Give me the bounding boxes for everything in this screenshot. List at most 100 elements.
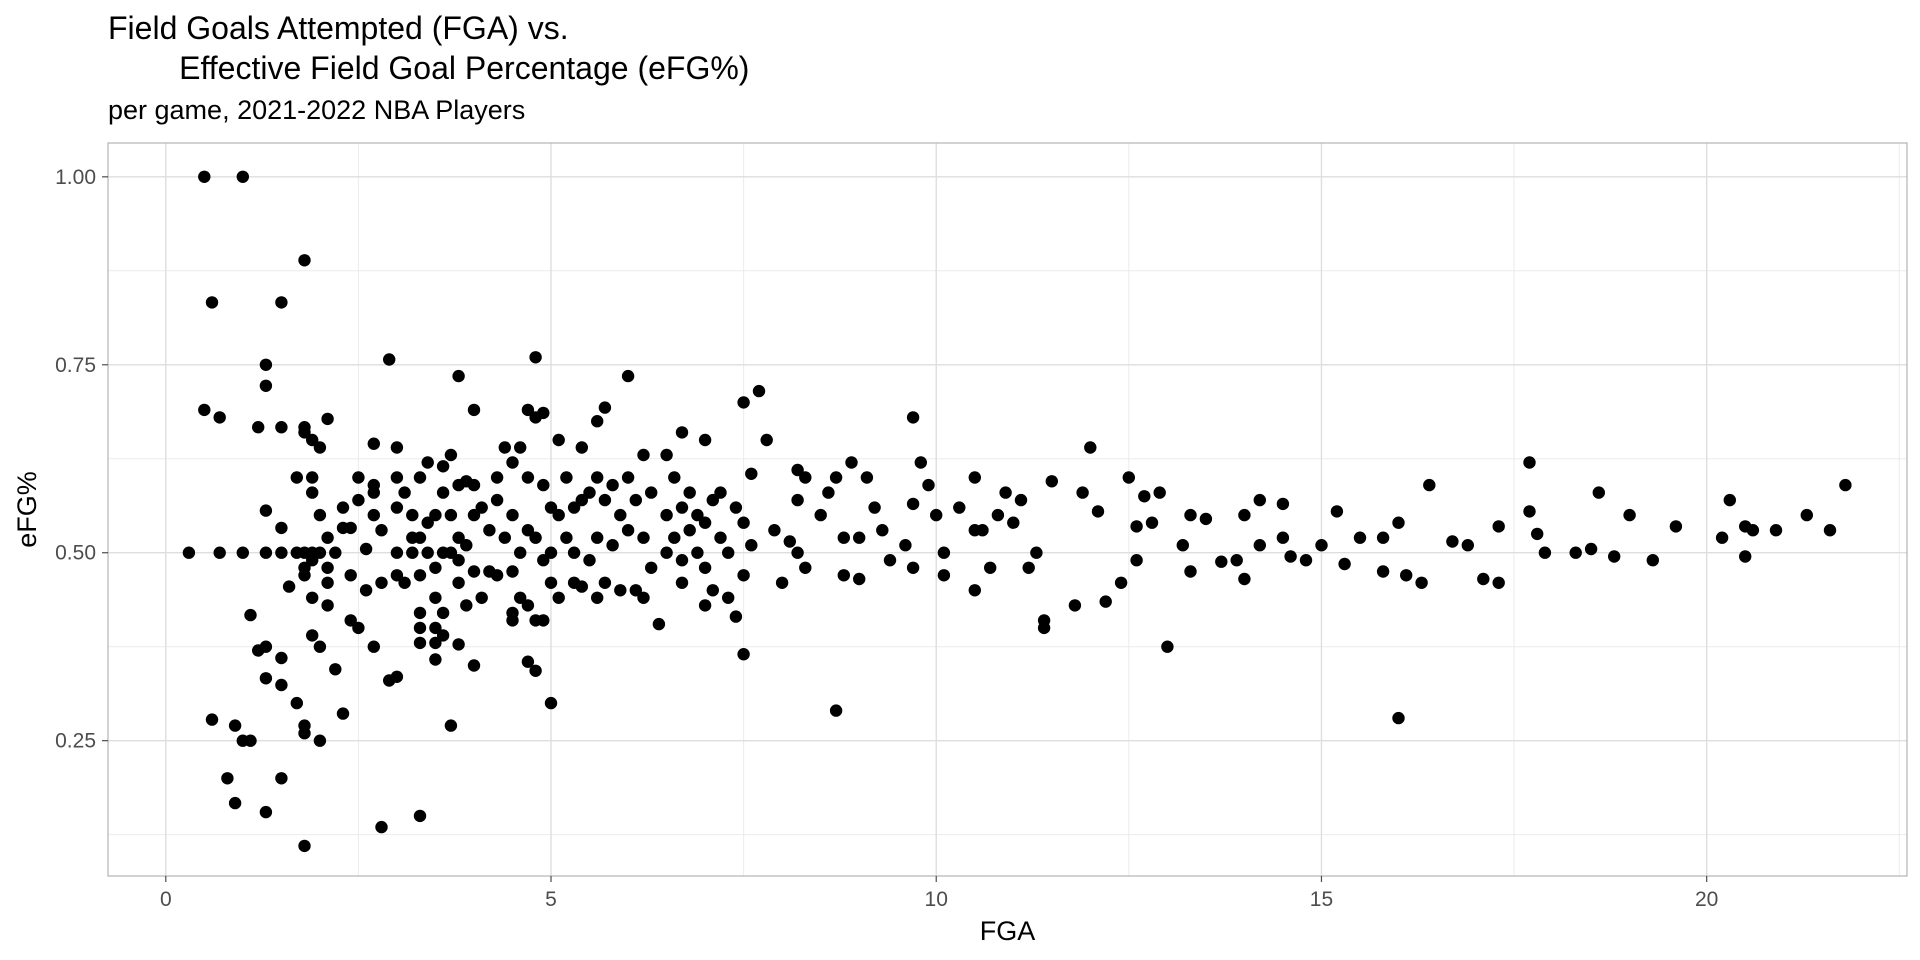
y-tick-label: 0.50 <box>55 542 96 565</box>
data-point <box>745 539 758 552</box>
data-point <box>298 569 311 582</box>
data-point <box>413 471 427 484</box>
data-point <box>244 608 257 622</box>
data-point <box>621 524 635 537</box>
data-point <box>675 426 689 439</box>
data-point <box>506 456 519 469</box>
data-point <box>444 546 458 559</box>
data-point <box>876 524 889 537</box>
data-point <box>1592 486 1606 499</box>
x-tick-label: 0 <box>160 888 172 911</box>
data-point <box>953 501 966 514</box>
data-point <box>336 501 350 514</box>
data-point <box>791 546 804 559</box>
data-point <box>714 531 727 544</box>
data-point <box>444 508 458 522</box>
data-point <box>514 441 527 454</box>
data-point <box>506 614 519 627</box>
data-point <box>652 617 666 631</box>
data-point <box>367 486 380 499</box>
data-point <box>490 471 504 484</box>
data-point <box>783 535 796 548</box>
data-point <box>336 707 350 720</box>
data-point <box>537 614 550 627</box>
data-point <box>475 501 488 514</box>
data-point <box>822 486 835 499</box>
data-point <box>984 561 997 574</box>
data-point <box>621 369 635 383</box>
data-point <box>544 501 558 514</box>
data-point <box>829 704 843 717</box>
data-point <box>321 531 334 544</box>
data-point <box>683 524 696 537</box>
data-point <box>306 433 319 447</box>
x-axis-title: FGA <box>980 916 1036 946</box>
data-point <box>1330 505 1344 518</box>
data-point <box>1091 505 1105 518</box>
data-point <box>698 561 712 574</box>
data-point <box>398 576 411 589</box>
data-point <box>775 576 789 589</box>
data-point <box>313 546 327 559</box>
data-point <box>1199 512 1213 526</box>
data-point <box>1253 539 1267 552</box>
data-point <box>444 719 458 732</box>
data-point <box>1284 550 1297 563</box>
data-point <box>837 569 850 582</box>
data-point <box>490 569 504 582</box>
data-point <box>321 576 334 589</box>
data-point <box>591 531 604 544</box>
data-point <box>483 524 496 537</box>
data-point <box>560 471 573 484</box>
data-point <box>1623 508 1636 522</box>
data-point <box>429 636 442 650</box>
data-point <box>1746 524 1760 537</box>
data-point <box>313 508 327 522</box>
data-point <box>421 516 434 529</box>
data-point <box>275 296 288 309</box>
data-point <box>1037 621 1051 635</box>
data-point <box>275 521 288 535</box>
data-point <box>1030 546 1043 559</box>
data-point <box>1238 508 1251 522</box>
data-point <box>1130 520 1143 533</box>
data-point <box>1392 711 1405 725</box>
data-point <box>529 664 542 677</box>
data-point <box>544 696 558 710</box>
data-point <box>606 539 619 552</box>
data-point <box>729 610 743 623</box>
data-point <box>452 554 465 567</box>
data-point <box>606 478 619 492</box>
data-point <box>1839 478 1852 492</box>
data-point <box>598 493 612 507</box>
data-point <box>968 584 981 597</box>
data-point <box>198 170 211 183</box>
data-point <box>1007 516 1020 529</box>
data-point <box>367 437 380 450</box>
data-point <box>452 369 465 383</box>
data-point <box>390 670 404 683</box>
data-point <box>660 448 673 462</box>
data-point <box>1669 520 1683 533</box>
data-point <box>560 531 573 544</box>
data-point <box>591 471 604 484</box>
data-point <box>344 569 357 582</box>
data-point <box>537 554 550 567</box>
data-point <box>675 576 689 589</box>
data-point <box>228 796 242 810</box>
data-point <box>244 734 257 747</box>
data-point <box>413 531 427 544</box>
data-point <box>691 508 704 522</box>
data-point <box>467 508 481 522</box>
data-point <box>1276 497 1290 511</box>
data-point <box>598 401 612 414</box>
x-tick-label: 5 <box>545 888 557 911</box>
data-point <box>498 531 511 544</box>
data-point <box>205 296 219 309</box>
data-point <box>506 508 519 522</box>
y-tick-label: 0.75 <box>55 354 96 377</box>
data-point <box>829 471 843 484</box>
data-point <box>1523 505 1536 518</box>
data-point <box>436 606 450 620</box>
data-point <box>467 659 481 672</box>
